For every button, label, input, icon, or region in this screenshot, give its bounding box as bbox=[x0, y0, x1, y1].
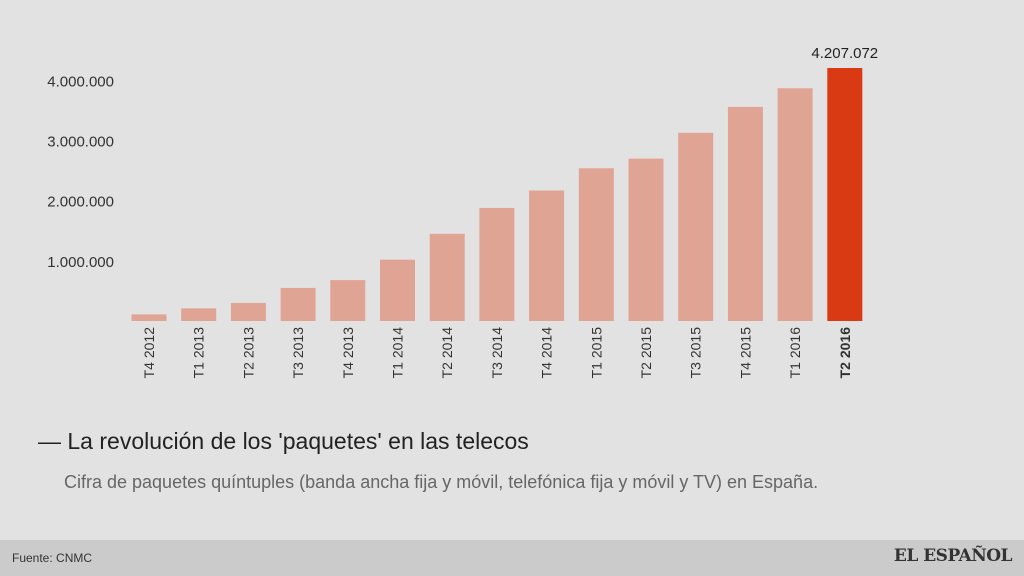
x-tick-label: T2 2013 bbox=[240, 327, 256, 379]
bar bbox=[529, 190, 565, 321]
y-tick-label: 1.000.000 bbox=[47, 254, 114, 271]
x-tick-label: T3 2013 bbox=[290, 327, 306, 379]
x-axis: T4 2012 T1 2013 T2 2013 T3 2013 T4 2013 T1 20… bbox=[141, 327, 853, 379]
data-label: 4.207.072 bbox=[811, 45, 878, 62]
chart-title: — La revolución de los 'paquetes' en las… bbox=[38, 428, 529, 454]
x-tick-label: T1 2014 bbox=[390, 327, 406, 379]
bar bbox=[678, 132, 714, 321]
footer: Fuente: CNMC EL ESPAÑOL bbox=[0, 540, 1024, 576]
bar bbox=[429, 233, 465, 321]
bar bbox=[230, 302, 266, 321]
x-tick-label: T3 2015 bbox=[688, 327, 704, 379]
bar bbox=[578, 168, 614, 321]
source-note: Fuente: CNMC bbox=[12, 551, 93, 565]
y-axis: 1.000.000 2.000.000 3.000.000 4.000.000 bbox=[47, 73, 114, 270]
bar bbox=[330, 280, 366, 321]
brand-logo: EL ESPAÑOL bbox=[893, 546, 1013, 566]
bar-chart: 1.000.000 2.000.000 3.000.000 4.000.000 4.2… bbox=[47, 45, 878, 379]
x-tick-label: T4 2012 bbox=[141, 327, 157, 379]
bar bbox=[131, 314, 167, 321]
x-tick-label: T4 2013 bbox=[340, 327, 356, 379]
bar bbox=[380, 259, 415, 321]
bar bbox=[280, 287, 316, 321]
bar bbox=[628, 158, 664, 321]
chart-subtitle: Cifra de paquetes quíntuples (banda anch… bbox=[64, 472, 819, 492]
x-tick-label: T2 2015 bbox=[638, 327, 654, 379]
bar bbox=[181, 308, 217, 321]
y-tick-label: 4.000.000 bbox=[47, 73, 114, 90]
x-tick-label: T4 2015 bbox=[737, 327, 753, 379]
bar bbox=[777, 88, 813, 321]
y-tick-label: 3.000.000 bbox=[47, 134, 114, 151]
x-tick-label: T2 2014 bbox=[439, 327, 455, 379]
bar bbox=[827, 68, 863, 321]
x-tick-label: T2 2016 bbox=[837, 327, 853, 379]
x-tick-label: T1 2013 bbox=[191, 327, 207, 379]
x-tick-label: T1 2015 bbox=[588, 327, 604, 379]
x-tick-label: T1 2016 bbox=[787, 327, 803, 379]
x-tick-label: T3 2014 bbox=[489, 327, 505, 379]
bars: 4.207.072 bbox=[131, 45, 878, 321]
x-tick-label: T4 2014 bbox=[539, 327, 555, 379]
y-tick-label: 2.000.000 bbox=[47, 194, 114, 211]
bar bbox=[479, 207, 515, 321]
bar bbox=[727, 106, 763, 321]
